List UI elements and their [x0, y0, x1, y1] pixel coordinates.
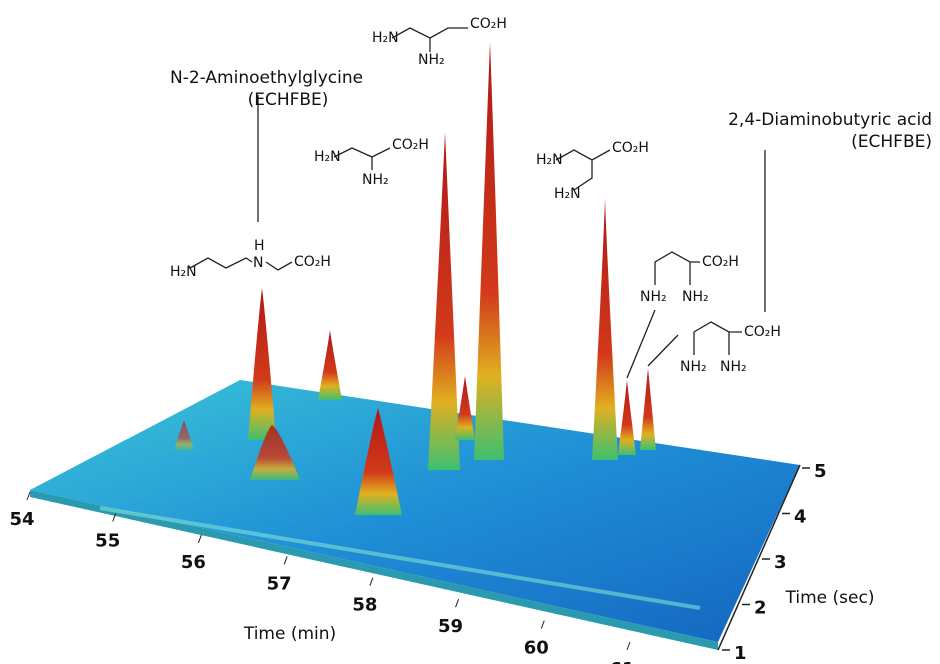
peak [455, 376, 475, 440]
peak [250, 425, 300, 480]
y-tick-label: 2 [754, 598, 767, 619]
x-tick [626, 641, 631, 651]
y-tick-label: 3 [774, 552, 787, 573]
bonds [189, 27, 766, 379]
chem-label: H₂N [170, 264, 197, 280]
peak [248, 288, 276, 440]
ridge [99, 506, 701, 610]
peak [428, 132, 460, 470]
peaks [174, 42, 656, 515]
x-tick [112, 513, 117, 522]
compound-note: (ECHFBE) [248, 90, 329, 110]
chem-label: NH₂ [418, 52, 445, 68]
y-tick-label: 5 [814, 461, 827, 482]
chem-label: H₂N [372, 30, 399, 46]
x-tick-label: 55 [95, 530, 120, 551]
compound-name: N-2-Aminoethylglycine [170, 68, 363, 88]
x-tick [26, 491, 31, 501]
peak [592, 198, 618, 460]
x-tick-label: 58 [352, 595, 377, 616]
y-tick-label: 4 [794, 507, 807, 528]
x-tick [540, 620, 545, 629]
chem-label: CO₂H [294, 254, 331, 270]
x-tick [197, 534, 202, 544]
x-tick-label: 59 [438, 616, 463, 637]
x-tick-label: 61 [609, 659, 634, 664]
chem-label: NH₂ [720, 359, 747, 375]
annotations: N-2-Aminoethylglycine (ECHFBE) 2,4-Diami… [170, 16, 932, 375]
peak [640, 368, 656, 450]
x-axis-label: Time (min) [243, 624, 336, 644]
chem-label: CO₂H [612, 140, 649, 156]
y-tick-label: 1 [734, 643, 747, 664]
chem-label: NH₂ [680, 359, 707, 375]
x-tick [369, 577, 374, 586]
compound-name: 2,4-Diaminobutyric acid [728, 110, 932, 130]
chem-label: NH₂ [362, 172, 389, 188]
surface-edge [30, 490, 718, 650]
y-axis-label: Time (sec) [785, 588, 875, 608]
chem-label: CO₂H [744, 324, 781, 340]
chem-label: CO₂H [392, 137, 429, 153]
chem-label: H₂N [536, 152, 563, 168]
peak [318, 330, 342, 400]
chem-label: NH₂ [682, 289, 709, 305]
peak [174, 420, 194, 450]
chem-label: NH₂ [640, 289, 667, 305]
chem-label: CO₂H [702, 254, 739, 270]
chem-label: H₂N [314, 149, 341, 165]
x-tick [283, 556, 288, 565]
peak [474, 42, 504, 460]
x-tick [455, 598, 460, 608]
surface [30, 380, 800, 642]
x-tick-label: 56 [181, 552, 206, 573]
chem-label: CO₂H [470, 16, 507, 32]
x-tick-label: 57 [267, 573, 292, 594]
x-tick-label: 60 [524, 638, 549, 659]
y-axis [717, 464, 801, 651]
peak [618, 380, 636, 455]
chem-label: N [253, 255, 263, 271]
chem-label: H₂N [554, 186, 581, 202]
peak [355, 408, 402, 515]
x-tick-label: 54 [9, 509, 34, 530]
compound-note: (ECHFBE) [851, 132, 932, 152]
chem-label: H [254, 238, 265, 254]
